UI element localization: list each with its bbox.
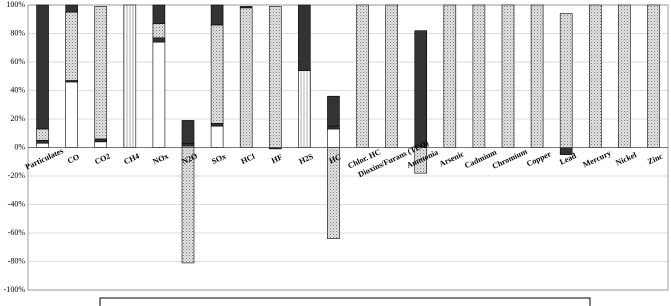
- bar-segment: [94, 141, 108, 148]
- x-tick-label: Mercury: [581, 148, 612, 169]
- bar-segment: [210, 4, 224, 26]
- bar-segment: [181, 142, 195, 147]
- x-tick-label: Arsenic: [438, 149, 466, 168]
- bar-segment: [414, 30, 428, 148]
- y-tick-label: -40%: [8, 199, 26, 208]
- bar-segment: [647, 4, 660, 148]
- x-tick-label: HF: [270, 152, 284, 165]
- bar-segment: [210, 125, 224, 148]
- bar-segment: [210, 122, 224, 127]
- bar-segment: [327, 95, 340, 127]
- bar-segment: [152, 41, 166, 148]
- bar-segment: [36, 142, 49, 148]
- bar-segment: [65, 81, 78, 148]
- bar-segment: [239, 7, 253, 148]
- y-tick-label: -100%: [4, 285, 26, 294]
- bar-segment: [501, 4, 515, 148]
- bar-segment: [65, 11, 78, 81]
- bar-segment: [327, 125, 340, 130]
- bar-segment: [152, 37, 166, 43]
- bar-segment: [472, 4, 486, 148]
- y-tick-label: -20%: [8, 171, 26, 180]
- bar-segment: [443, 4, 457, 148]
- bar-segment: [94, 138, 108, 143]
- y-tick-label: 60%: [10, 57, 25, 66]
- y-tick-label: 80%: [10, 28, 25, 37]
- bar-segment: [65, 4, 78, 13]
- bar-segment: [152, 23, 166, 39]
- legend-box: [99, 297, 591, 306]
- bar-segment: [298, 4, 311, 71]
- y-tick-label: -60%: [8, 228, 26, 237]
- bar-segment: [123, 4, 137, 148]
- bar-segment: [268, 6, 282, 148]
- y-tick-label: 100%: [6, 0, 25, 9]
- bar-segment: [530, 4, 544, 148]
- bar-segment: [94, 6, 108, 140]
- x-tick-label: HCl: [240, 151, 257, 166]
- x-tick-label: SOx: [210, 152, 227, 166]
- bar-segment: [385, 4, 398, 148]
- x-tick-label: Chromium: [491, 147, 529, 171]
- bar-segment: [210, 24, 224, 124]
- x-tick-label: Particulates: [24, 146, 65, 171]
- bar-segment: [239, 6, 253, 9]
- bar-segment: [36, 4, 49, 130]
- x-tick-label: CH4: [122, 151, 140, 166]
- bars: [28, 4, 668, 264]
- bar-segment: [356, 4, 369, 148]
- x-tick-label: CO: [66, 152, 81, 165]
- bar-segment: [298, 70, 311, 148]
- x-tick-label: Copper: [525, 149, 553, 168]
- bar-segment: [36, 128, 49, 141]
- y-tick-label: -80%: [8, 256, 26, 265]
- x-tick-label: NOx: [151, 151, 169, 166]
- x-tick-label: CO2: [93, 151, 111, 166]
- y-tick-label: 40%: [10, 85, 25, 94]
- bar-segment: [618, 4, 631, 148]
- bar-segment: [559, 13, 573, 148]
- bar-segment: [327, 128, 340, 148]
- bar-segment: [181, 120, 195, 144]
- bar-segment: [588, 4, 602, 148]
- y-tick-label: 0%: [14, 142, 25, 151]
- bar-segment: [36, 140, 49, 144]
- y-tick-label: 20%: [10, 114, 25, 123]
- bar-segment: [152, 4, 166, 24]
- x-tick-label: Zinc: [646, 151, 664, 166]
- x-tick-label: H2S: [298, 151, 316, 166]
- x-tick-label: Nickel: [614, 150, 638, 168]
